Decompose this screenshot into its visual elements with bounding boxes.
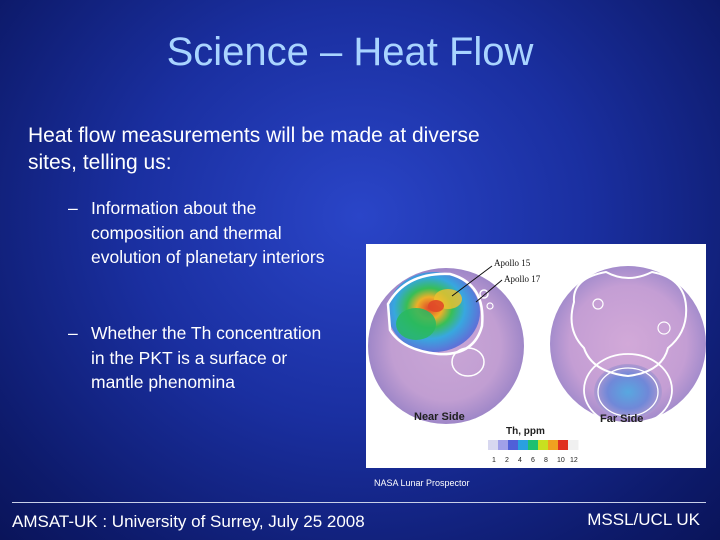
- near-side-label: Near Side: [414, 411, 465, 423]
- scale-tick-label: 4: [518, 457, 522, 464]
- lead-paragraph: Heat flow measurements will be made at d…: [28, 124, 480, 174]
- footer-divider: [12, 502, 706, 503]
- scale-swatch: [488, 440, 499, 450]
- far-side-globe: [550, 266, 706, 427]
- scale-tick-label: 2: [505, 457, 509, 464]
- scale-swatch: [538, 440, 549, 450]
- bullet-dash: –: [68, 323, 78, 343]
- scale-swatch: [508, 440, 519, 450]
- scale-tick-label: 8: [544, 457, 548, 464]
- scale-swatch: [528, 440, 539, 450]
- slide-title: Science – Heat Flow: [166, 30, 534, 74]
- scale-tick-label: 12: [570, 457, 578, 464]
- bullet-dash: –: [68, 198, 78, 218]
- footer-left: AMSAT-UK : University of Surrey, July 25…: [12, 512, 365, 531]
- scale-tick-label: 6: [531, 457, 535, 464]
- apollo-15-label: Apollo 15: [494, 258, 531, 268]
- bullet-text: Information about the composition and th…: [91, 198, 325, 267]
- scale-title: Th, ppm: [506, 426, 545, 437]
- scale-tick-label: 10: [557, 457, 565, 464]
- scale-swatch: [548, 440, 559, 450]
- scale-swatch: [568, 440, 579, 450]
- scale-swatch: [498, 440, 509, 450]
- near-side-globe: [368, 265, 524, 424]
- lunar-thorium-map-figure: Apollo 15 Apollo 17 Near Side Far Side T…: [366, 244, 706, 468]
- thorium-color-scale: [488, 440, 579, 450]
- figure-caption: NASA Lunar Prospector: [374, 478, 470, 488]
- far-side-label: Far Side: [600, 413, 643, 425]
- bullet-item: – Information about the composition and …: [68, 196, 328, 270]
- bullet-item: – Whether the Th concentration in the PK…: [68, 321, 328, 395]
- thorium-scale-ticks: 1 2 4 6 8 10 12: [492, 457, 578, 464]
- lunar-thorium-map: Apollo 15 Apollo 17 Near Side Far Side T…: [368, 258, 706, 464]
- footer-right: MSSL/UCL UK: [587, 510, 700, 529]
- scale-swatch: [558, 440, 569, 450]
- apollo-17-label: Apollo 17: [504, 274, 541, 284]
- bullet-text: Whether the Th concentration in the PKT …: [91, 323, 322, 392]
- scale-tick-label: 1: [492, 457, 496, 464]
- scale-swatch: [518, 440, 529, 450]
